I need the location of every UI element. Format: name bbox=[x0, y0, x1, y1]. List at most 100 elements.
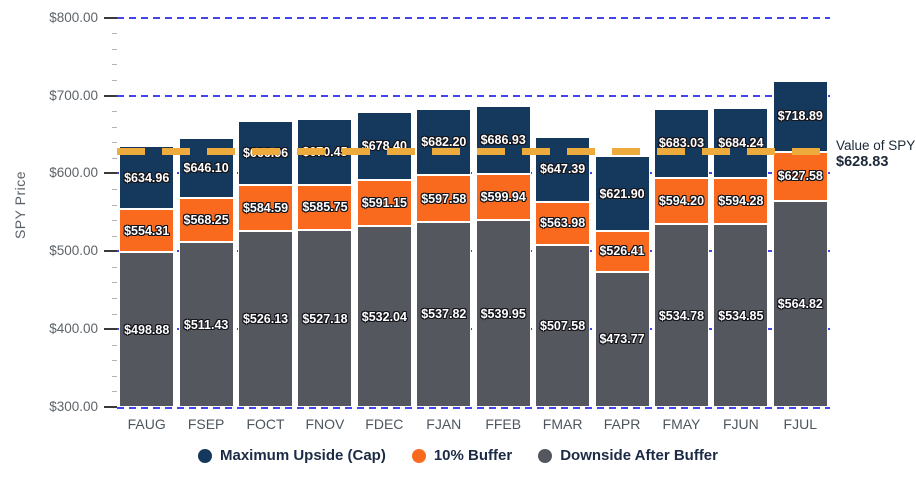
bar-segment-fmay-downside-after-buffer[interactable]: $534.78 bbox=[653, 224, 709, 407]
y-axis-minor-tick bbox=[112, 64, 117, 66]
y-axis-major-tick bbox=[104, 406, 117, 408]
bar-value-label: $534.78 bbox=[658, 308, 705, 323]
bar-value-label: $564.82 bbox=[777, 296, 823, 311]
x-axis-label-fdec: FDEC bbox=[365, 416, 404, 432]
bar-value-label: $718.89 bbox=[777, 109, 823, 124]
y-axis-minor-tick bbox=[112, 126, 117, 128]
bar-segment-fjun-maximum-upside-cap[interactable]: $684.24 bbox=[713, 107, 769, 178]
x-axis-label-fmar: FMAR bbox=[542, 416, 583, 432]
bar-segment-faug-downside-after-buffer[interactable]: $498.88 bbox=[119, 252, 175, 407]
bar-segment-foct-downside-after-buffer[interactable]: $526.13 bbox=[238, 230, 294, 407]
bar-value-label: $532.04 bbox=[361, 309, 407, 324]
bar-segment-fjan-downside-after-buffer[interactable]: $537.82 bbox=[416, 221, 472, 407]
x-axis-label-foct: FOCT bbox=[246, 416, 285, 432]
x-axis-label-faug: FAUG bbox=[127, 416, 166, 432]
bar-segment-fsep-10-buffer[interactable]: $568.25 bbox=[178, 198, 234, 243]
y-axis-major-tick bbox=[104, 250, 117, 253]
gridline-400 bbox=[117, 328, 830, 331]
bar-value-label: $597.58 bbox=[421, 191, 467, 206]
bar-value-label: $682.20 bbox=[421, 135, 467, 150]
y-axis-minor-tick bbox=[112, 80, 117, 82]
gridline-500 bbox=[117, 250, 830, 253]
x-axis-label-fmay: FMAY bbox=[662, 416, 701, 432]
y-axis-minor-tick bbox=[112, 391, 117, 393]
x-axis-label-fapr: FAPR bbox=[603, 416, 641, 432]
bar-value-label: $537.82 bbox=[421, 307, 467, 322]
bar-value-label: $686.93 bbox=[480, 132, 526, 147]
bar-segment-fmar-maximum-upside-cap[interactable]: $647.39 bbox=[535, 136, 591, 202]
legend-item-maximum-upside-cap[interactable]: Maximum Upside (Cap) bbox=[197, 447, 386, 464]
bar-segment-fdec-maximum-upside-cap[interactable]: $678.40 bbox=[356, 112, 412, 181]
bar-segment-fnov-10-buffer[interactable]: $585.75 bbox=[297, 184, 353, 231]
bar-segment-fmay-10-buffer[interactable]: $594.20 bbox=[653, 177, 709, 225]
y-axis-tick-label: $600.00 bbox=[49, 165, 98, 181]
bar-segment-fjul-downside-after-buffer[interactable]: $564.82 bbox=[772, 200, 828, 407]
bar-segment-faug-10-buffer[interactable]: $554.31 bbox=[119, 209, 175, 253]
x-axis-label-ffeb: FFEB bbox=[485, 416, 522, 432]
y-axis-tick-label: $400.00 bbox=[49, 321, 98, 337]
y-axis-minor-tick bbox=[112, 48, 117, 50]
y-axis-minor-tick bbox=[112, 266, 117, 268]
legend-item-downside-after-buffer[interactable]: Downside After Buffer bbox=[538, 447, 718, 464]
bar-value-label: $683.03 bbox=[658, 136, 705, 151]
bar-value-label: $591.15 bbox=[361, 196, 407, 211]
bar-segment-fjan-maximum-upside-cap[interactable]: $682.20 bbox=[416, 109, 472, 176]
y-axis-minor-tick bbox=[112, 282, 117, 284]
bar-value-label: $527.18 bbox=[302, 311, 348, 326]
gridline-300 bbox=[117, 407, 830, 409]
y-axis-minor-tick bbox=[112, 157, 117, 159]
bar-segment-fjul-10-buffer[interactable]: $627.58 bbox=[772, 152, 828, 201]
bar-value-label: $511.43 bbox=[183, 317, 229, 332]
y-axis-major-tick bbox=[104, 94, 117, 97]
legend-label: Maximum Upside (Cap) bbox=[219, 447, 386, 464]
y-axis-major-tick bbox=[104, 328, 117, 331]
plot-area: $498.88 $554.31 $634.96 $511.43 $568.25 $646.… bbox=[117, 10, 830, 409]
bar-segment-fjun-10-buffer[interactable]: $594.28 bbox=[713, 177, 769, 225]
bar-value-label: $647.39 bbox=[540, 162, 586, 177]
bar-segment-fsep-downside-after-buffer[interactable]: $511.43 bbox=[178, 242, 234, 407]
legend-dot-orange-icon bbox=[411, 448, 426, 463]
legend-label: Downside After Buffer bbox=[560, 447, 718, 464]
bar-segment-fapr-maximum-upside-cap[interactable]: $621.90 bbox=[594, 156, 650, 231]
bar-segment-fmar-downside-after-buffer[interactable]: $507.58 bbox=[535, 245, 591, 407]
legend-dot-navy-icon bbox=[197, 448, 212, 463]
gridline-600 bbox=[117, 172, 830, 175]
y-axis-tick-label: $700.00 bbox=[49, 87, 98, 103]
bar-segment-fjul-maximum-upside-cap[interactable]: $718.89 bbox=[772, 80, 828, 152]
y-axis-minor-tick bbox=[112, 33, 117, 35]
bar-segment-ffeb-downside-after-buffer[interactable]: $539.95 bbox=[475, 220, 531, 407]
bar-segment-ffeb-10-buffer[interactable]: $599.94 bbox=[475, 173, 531, 221]
bar-segment-fjun-downside-after-buffer[interactable]: $534.85 bbox=[713, 224, 769, 407]
bar-value-label: $684.24 bbox=[718, 135, 764, 150]
bar-segment-fmay-maximum-upside-cap[interactable]: $683.03 bbox=[653, 108, 709, 178]
bar-segment-ffeb-maximum-upside-cap[interactable]: $686.93 bbox=[475, 105, 531, 174]
bar-segment-faug-maximum-upside-cap[interactable]: $634.96 bbox=[119, 146, 175, 210]
bar-value-label: $507.58 bbox=[540, 319, 586, 334]
legend-dot-gray-icon bbox=[538, 448, 553, 463]
bar-value-label: $634.96 bbox=[124, 170, 170, 185]
y-axis-minor-tick bbox=[112, 142, 117, 144]
bar-value-label: $585.75 bbox=[302, 200, 348, 215]
y-axis-major-tick bbox=[104, 172, 117, 175]
bar-segment-fjan-10-buffer[interactable]: $597.58 bbox=[416, 175, 472, 222]
bar-segment-fsep-maximum-upside-cap[interactable]: $646.10 bbox=[178, 137, 234, 199]
bar-value-label: $498.88 bbox=[124, 322, 170, 337]
bar-segment-fapr-downside-after-buffer[interactable]: $473.77 bbox=[594, 271, 650, 407]
x-axis-label-fjan: FJAN bbox=[426, 416, 462, 432]
bar-segment-fmar-10-buffer[interactable]: $563.98 bbox=[535, 201, 591, 246]
legend-item-10-percent-buffer[interactable]: 10% Buffer bbox=[411, 447, 512, 464]
y-axis-minor-tick bbox=[112, 375, 117, 377]
gridline-800 bbox=[117, 16, 830, 19]
bar-value-label: $584.59 bbox=[242, 201, 289, 216]
x-axis-label-fjul: FJUL bbox=[783, 416, 817, 432]
bar-value-label: $594.28 bbox=[718, 194, 764, 209]
bar-segment-foct-10-buffer[interactable]: $584.59 bbox=[238, 185, 294, 231]
bar-value-label: $646.10 bbox=[183, 160, 229, 175]
legend: Maximum Upside (Cap) 10% Buffer Downside… bbox=[0, 447, 916, 464]
bar-segment-fapr-10-buffer[interactable]: $526.41 bbox=[594, 230, 650, 272]
bar-value-label: $539.95 bbox=[480, 306, 526, 321]
bar-segment-fnov-downside-after-buffer[interactable]: $527.18 bbox=[297, 230, 353, 407]
bar-segment-fdec-downside-after-buffer[interactable]: $532.04 bbox=[356, 226, 412, 407]
y-axis-tick-label: $800.00 bbox=[49, 9, 98, 25]
bar-segment-fdec-10-buffer[interactable]: $591.15 bbox=[356, 180, 412, 227]
